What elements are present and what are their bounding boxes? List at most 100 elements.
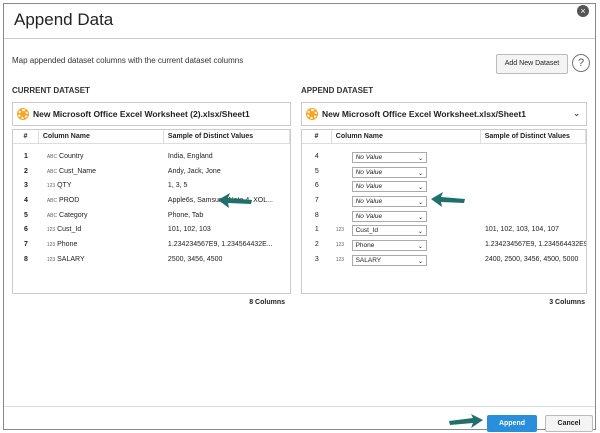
type-icon: 123 (335, 256, 345, 263)
table-row: 8 123 SALARY 2500, 3456, 4500 (13, 253, 290, 268)
arrow-annotation-icon (218, 193, 252, 208)
selected-column: No Value (355, 197, 383, 205)
type-icon: ABC (46, 212, 58, 219)
type-icon: 123 (46, 183, 56, 190)
row-number: 8 (23, 255, 28, 263)
table-row: 6 123 Cust_Id 101, 102, 103 (13, 223, 290, 238)
chevron-down-icon: ⌄ (417, 199, 423, 206)
sample-values: 2500, 3456, 4500 (167, 255, 223, 263)
table-row: 4 No Value ⌄ (302, 150, 586, 165)
append-data-dialog: Append Data × Map appended dataset colum… (3, 3, 596, 432)
append-column-count: 3 Columns (549, 299, 585, 306)
table-row: 5 ABC Category Phone, Tab (13, 209, 290, 224)
append-columns-table: # Column Name Sample of Distinct Values 4 … (301, 129, 587, 294)
table-row: 1 ABC Country India, England (13, 150, 290, 165)
sample-values: 101, 102, 103, 104, 107 (484, 226, 559, 234)
dataset-icon (18, 109, 28, 119)
current-columns-table: # Column Name Sample of Distinct Values 1 A… (12, 129, 291, 294)
column-mapping-select[interactable]: No Value ⌄ (351, 195, 427, 207)
type-icon: 123 (46, 256, 56, 263)
type-icon: 123 (335, 242, 345, 249)
column-name: Cust_Name (59, 167, 97, 175)
chevron-down-icon: ⌄ (417, 258, 423, 265)
sample-values: Phone, Tab (167, 211, 204, 219)
row-number: 5 (23, 211, 28, 219)
table-row: 2 ABC Cust_Name Andy, Jack, Jone (13, 165, 290, 180)
current-column-count: 8 Columns (249, 299, 285, 306)
table-row: 2 123 Phone ⌄ 1.234234567E9, 1.234564432E9.… (302, 238, 586, 253)
column-name: Country (59, 153, 84, 160)
table-row: 5 No Value ⌄ (302, 165, 586, 180)
table-header: # Column Name Sample of Distinct Values (13, 130, 290, 144)
column-header: Sample of Distinct Values (481, 130, 587, 143)
table-row: 8 No Value ⌄ (302, 209, 586, 224)
current-dataset-box: New Microsoft Office Excel Worksheet (2)… (12, 102, 291, 126)
chevron-down-icon: ⌄ (417, 243, 423, 250)
close-icon[interactable]: × (577, 5, 589, 17)
append-dataset-select[interactable]: New Microsoft Office Excel Worksheet.xls… (301, 102, 587, 126)
type-icon: ABC (46, 168, 58, 175)
sample-values: 2400, 2500, 3456, 4500, 5000 (484, 255, 579, 263)
row-number: 4 (23, 197, 28, 205)
selected-column: Cust_Id (355, 227, 378, 235)
table-row: 3 123 QTY 1, 3, 5 (13, 179, 290, 194)
type-icon: ABC (46, 198, 58, 205)
row-number: 2 (314, 241, 319, 249)
column-header: Sample of Distinct Values (164, 130, 290, 143)
arrow-annotation-icon (431, 192, 465, 207)
table-header: # Column Name Sample of Distinct Values (302, 130, 587, 144)
column-header: Column Name (332, 130, 481, 143)
column-mapping-select[interactable]: No Value ⌄ (351, 210, 427, 222)
type-icon: 123 (335, 227, 345, 234)
type-icon: ABC (46, 154, 58, 160)
type-icon: 123 (46, 242, 56, 249)
add-new-dataset-button[interactable]: Add New Dataset (496, 54, 568, 74)
help-icon[interactable]: ? (572, 54, 590, 72)
column-mapping-select[interactable]: No Value ⌄ (351, 151, 427, 163)
selected-column: No Value (355, 168, 383, 176)
sample-values: 1, 3, 5 (167, 182, 188, 190)
current-dataset-label: CURRENT DATASET (12, 86, 90, 95)
row-number: 2 (23, 167, 28, 175)
row-number: 1 (314, 226, 319, 234)
cancel-button[interactable]: Cancel (545, 415, 593, 432)
chevron-down-icon: ⌄ (417, 170, 423, 177)
row-number: 3 (314, 255, 319, 263)
column-mapping-select[interactable]: SALARY ⌄ (351, 254, 427, 266)
chevron-down-icon: ⌄ (417, 185, 423, 192)
column-header: # (302, 130, 332, 143)
dataset-icon (307, 109, 317, 119)
dialog-title: Append Data (14, 10, 114, 29)
sample-values: Andy, Jack, Jone (167, 167, 221, 175)
row-number: 4 (314, 153, 319, 160)
row-number: 7 (314, 197, 319, 205)
column-header: Column Name (39, 130, 164, 143)
sample-values: India, England (167, 153, 213, 160)
current-dataset-name: New Microsoft Office Excel Worksheet (2)… (33, 109, 250, 119)
row-number: 8 (314, 211, 319, 219)
selected-column: No Value (355, 212, 383, 220)
sample-values: 101, 102, 103 (167, 226, 211, 234)
column-name: SALARY (57, 255, 85, 263)
table-row: 1 123 Cust_Id ⌄ 101, 102, 103, 104, 107 (302, 223, 586, 238)
column-mapping-select[interactable]: Cust_Id ⌄ (351, 225, 427, 237)
chevron-down-icon: ⌄ (417, 229, 423, 236)
chevron-down-icon: ⌄ (417, 155, 423, 162)
row-number: 1 (23, 153, 28, 160)
sample-values: 1.234234567E9, 1.234564432E... (167, 241, 273, 249)
append-button[interactable]: Append (487, 415, 537, 432)
column-name: PROD (59, 197, 80, 205)
sample-values: 1.234234567E9, 1.234564432E9... (484, 241, 586, 249)
chevron-down-icon: ⌄ (573, 109, 580, 118)
row-number: 3 (23, 182, 28, 190)
selected-column: SALARY (355, 256, 382, 264)
type-icon: 123 (46, 227, 56, 234)
column-mapping-select[interactable]: No Value ⌄ (351, 166, 427, 178)
table-row: 7 123 Phone 1.234234567E9, 1.234564432E... (13, 238, 290, 253)
append-dataset-name: New Microsoft Office Excel Worksheet.xls… (322, 109, 526, 119)
column-name: Cust_Id (57, 226, 82, 234)
column-mapping-select[interactable]: No Value ⌄ (351, 181, 427, 193)
footer-divider (4, 406, 595, 407)
column-mapping-select[interactable]: Phone ⌄ (351, 239, 427, 251)
column-header: # (13, 130, 39, 143)
